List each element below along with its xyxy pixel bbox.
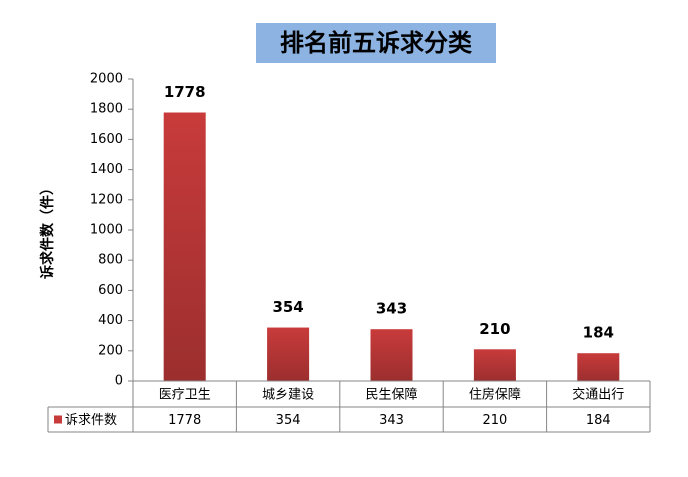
y-axis-label: 诉求件数（件）	[39, 181, 56, 279]
title-background	[256, 23, 496, 63]
bar-shade	[577, 353, 620, 381]
chart-title: 排名前五诉求分类	[280, 29, 473, 57]
y-tick-label: 200	[98, 343, 123, 358]
y-tick-label: 1600	[90, 132, 123, 147]
y-tick-label: 1200	[90, 192, 123, 207]
data-label: 354	[272, 298, 303, 316]
y-tick-label: 0	[115, 374, 123, 389]
data-label: 210	[479, 320, 510, 338]
bar-shade	[370, 329, 413, 381]
table-cell: 1778	[168, 413, 201, 428]
x-tick-label: 民生保障	[365, 388, 417, 403]
legend-label: 诉求件数	[65, 413, 117, 428]
data-label: 184	[583, 324, 614, 342]
table-cell: 354	[276, 413, 301, 428]
y-tick-label: 2000	[90, 72, 123, 87]
table-cell: 210	[482, 413, 507, 428]
bar-shade	[473, 349, 516, 381]
y-tick-label: 600	[98, 283, 123, 298]
y-tick-label: 1000	[90, 223, 123, 238]
x-tick-label: 城乡建设	[262, 388, 314, 403]
y-tick-label: 1800	[90, 102, 123, 117]
x-tick-label: 交通出行	[572, 387, 624, 403]
x-tick-label: 医疗卫生	[159, 388, 211, 403]
bar-shade	[267, 327, 310, 381]
bar-shade	[163, 112, 206, 381]
data-label: 343	[376, 300, 407, 318]
y-tick-label: 800	[98, 253, 123, 268]
legend-key	[54, 415, 62, 424]
y-tick-label: 1400	[90, 162, 123, 177]
table-cell: 184	[586, 413, 611, 428]
data-label: 1778	[164, 83, 206, 101]
table-cell: 343	[379, 413, 404, 428]
x-tick-label: 住房保障	[469, 387, 521, 403]
y-tick-label: 400	[98, 313, 123, 328]
